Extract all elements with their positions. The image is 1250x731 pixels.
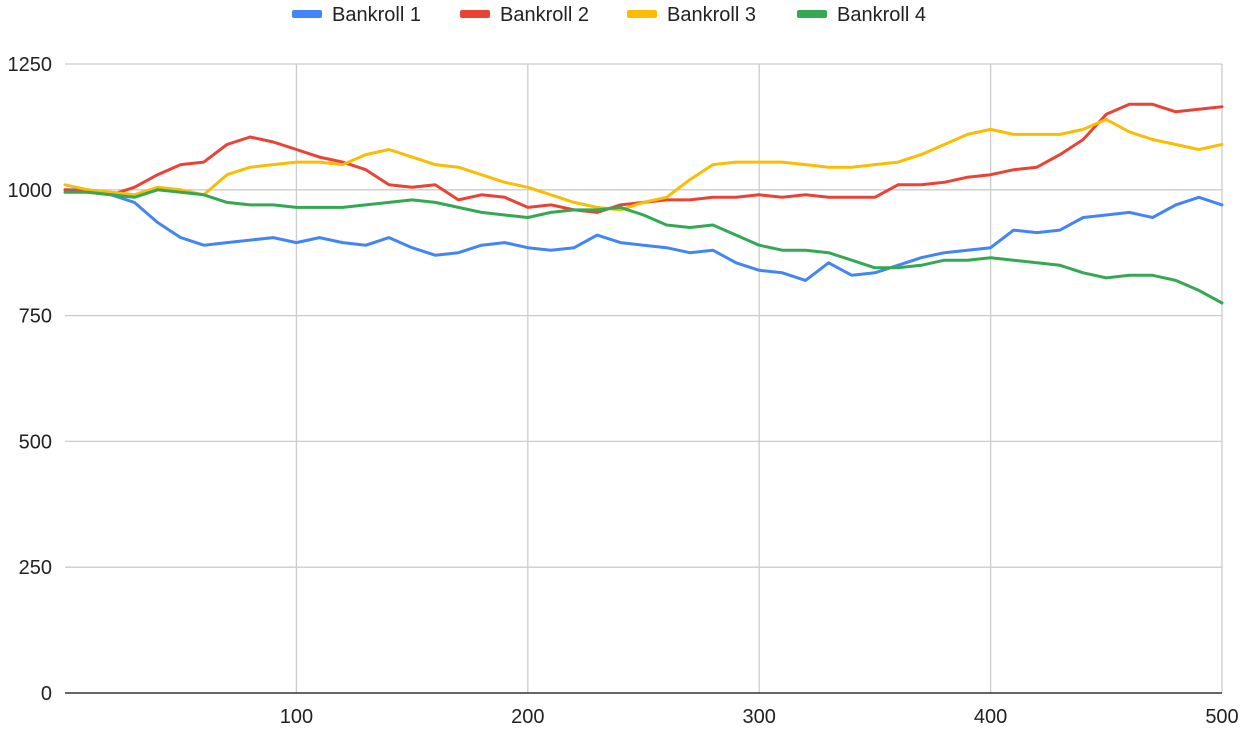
tick-labels: 0 250 500 750 1000 1250 100 200 300 400 500 [8, 54, 1239, 728]
legend-item-bankroll-3[interactable]: Bankroll 3 [627, 4, 756, 26]
series-line-bankroll-2 [63, 102, 1224, 214]
x-tick-label: 500 [1205, 706, 1238, 728]
x-tick-label: 400 [974, 706, 1007, 728]
x-tick-label: 300 [743, 706, 776, 728]
legend-swatch [460, 10, 490, 18]
x-tick-label: 100 [280, 706, 313, 728]
y-tick-label: 500 [19, 431, 52, 453]
legend-label: Bankroll 2 [500, 4, 589, 26]
legend-label: Bankroll 1 [332, 4, 421, 26]
x-tick-label: 200 [511, 706, 544, 728]
y-tick-label: 0 [41, 683, 52, 705]
legend-item-bankroll-4[interactable]: Bankroll 4 [797, 4, 926, 26]
y-tick-label: 750 [19, 306, 52, 328]
legend-label: Bankroll 3 [667, 4, 756, 26]
legend-swatch [627, 10, 657, 18]
legend-item-bankroll-1[interactable]: Bankroll 1 [292, 4, 421, 26]
legend-swatch [292, 10, 322, 18]
series-line-bankroll-1 [63, 188, 1224, 282]
series-line-bankroll-4 [63, 188, 1224, 305]
legend: Bankroll 1 Bankroll 2 Bankroll 3 Bankroll 4 [292, 4, 926, 26]
series-line-bankroll-3 [63, 117, 1224, 212]
legend-swatch [797, 10, 827, 18]
series-lines [63, 102, 1224, 305]
y-tick-label: 250 [19, 557, 52, 579]
legend-label: Bankroll 4 [837, 4, 926, 26]
gridlines [65, 63, 1223, 693]
legend-item-bankroll-2[interactable]: Bankroll 2 [460, 4, 589, 26]
y-tick-label: 1250 [8, 54, 53, 76]
y-tick-label: 1000 [8, 180, 53, 202]
